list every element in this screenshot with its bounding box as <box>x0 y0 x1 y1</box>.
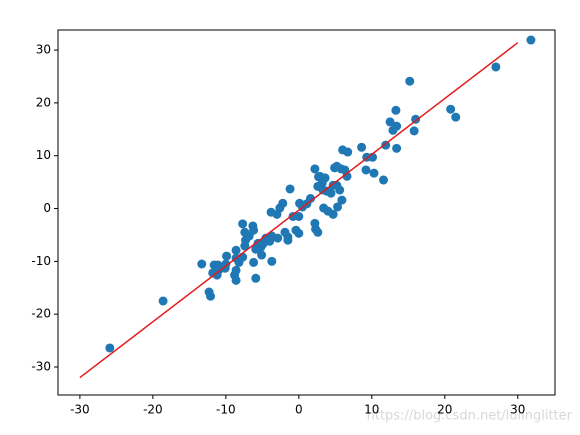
watermark: https://blog.csdn.net/lulinglitter <box>367 409 573 424</box>
point <box>369 168 379 178</box>
point <box>340 165 350 175</box>
x-tick-label: 10 <box>364 403 379 417</box>
point <box>315 171 325 181</box>
point <box>238 219 248 229</box>
fit-line <box>79 42 519 379</box>
point <box>405 76 415 86</box>
point <box>409 126 419 136</box>
point <box>212 270 222 280</box>
point <box>328 209 338 219</box>
point <box>337 195 347 205</box>
x-tick-label: -20 <box>143 403 163 417</box>
y-tick-label: 0 <box>43 201 51 215</box>
plot-frame <box>57 29 556 396</box>
point <box>357 142 367 152</box>
point <box>105 343 115 353</box>
point <box>385 117 395 127</box>
point <box>310 164 320 174</box>
point <box>361 165 371 175</box>
point <box>288 211 298 221</box>
y-tick-label: 30 <box>36 43 51 57</box>
point <box>295 198 305 208</box>
point <box>244 231 254 241</box>
point <box>378 175 388 185</box>
point <box>446 104 456 114</box>
point <box>197 259 207 269</box>
point <box>280 227 290 237</box>
x-tick-label: -30 <box>70 403 90 417</box>
point <box>391 105 401 115</box>
point <box>266 207 276 217</box>
y-tick-label: 20 <box>36 95 51 109</box>
point <box>491 62 501 72</box>
x-tick-label: -10 <box>216 403 236 417</box>
point <box>206 291 216 301</box>
y-tick-label: -30 <box>31 360 51 374</box>
point <box>267 256 277 266</box>
point <box>231 275 241 285</box>
point <box>411 114 421 124</box>
point <box>234 257 244 267</box>
y-tick-label: -10 <box>31 254 51 268</box>
point <box>313 227 323 237</box>
point <box>332 180 342 190</box>
point <box>388 125 398 135</box>
point <box>343 147 353 157</box>
point <box>326 188 336 198</box>
point <box>249 257 259 267</box>
point <box>273 233 283 243</box>
y-tick-label: 10 <box>36 148 51 162</box>
point <box>158 296 168 306</box>
point <box>251 273 261 283</box>
point <box>526 35 536 45</box>
point <box>392 143 402 153</box>
x-tick-label: 0 <box>295 403 303 417</box>
x-tick-label: 30 <box>510 403 525 417</box>
point <box>294 228 304 238</box>
point <box>231 245 241 255</box>
point <box>253 238 263 248</box>
y-tick-label: -20 <box>31 307 51 321</box>
point <box>257 250 267 260</box>
point <box>283 235 293 245</box>
x-tick-label: 20 <box>437 403 452 417</box>
point <box>285 184 295 194</box>
point <box>222 251 232 261</box>
point <box>451 112 461 122</box>
point <box>333 202 343 212</box>
